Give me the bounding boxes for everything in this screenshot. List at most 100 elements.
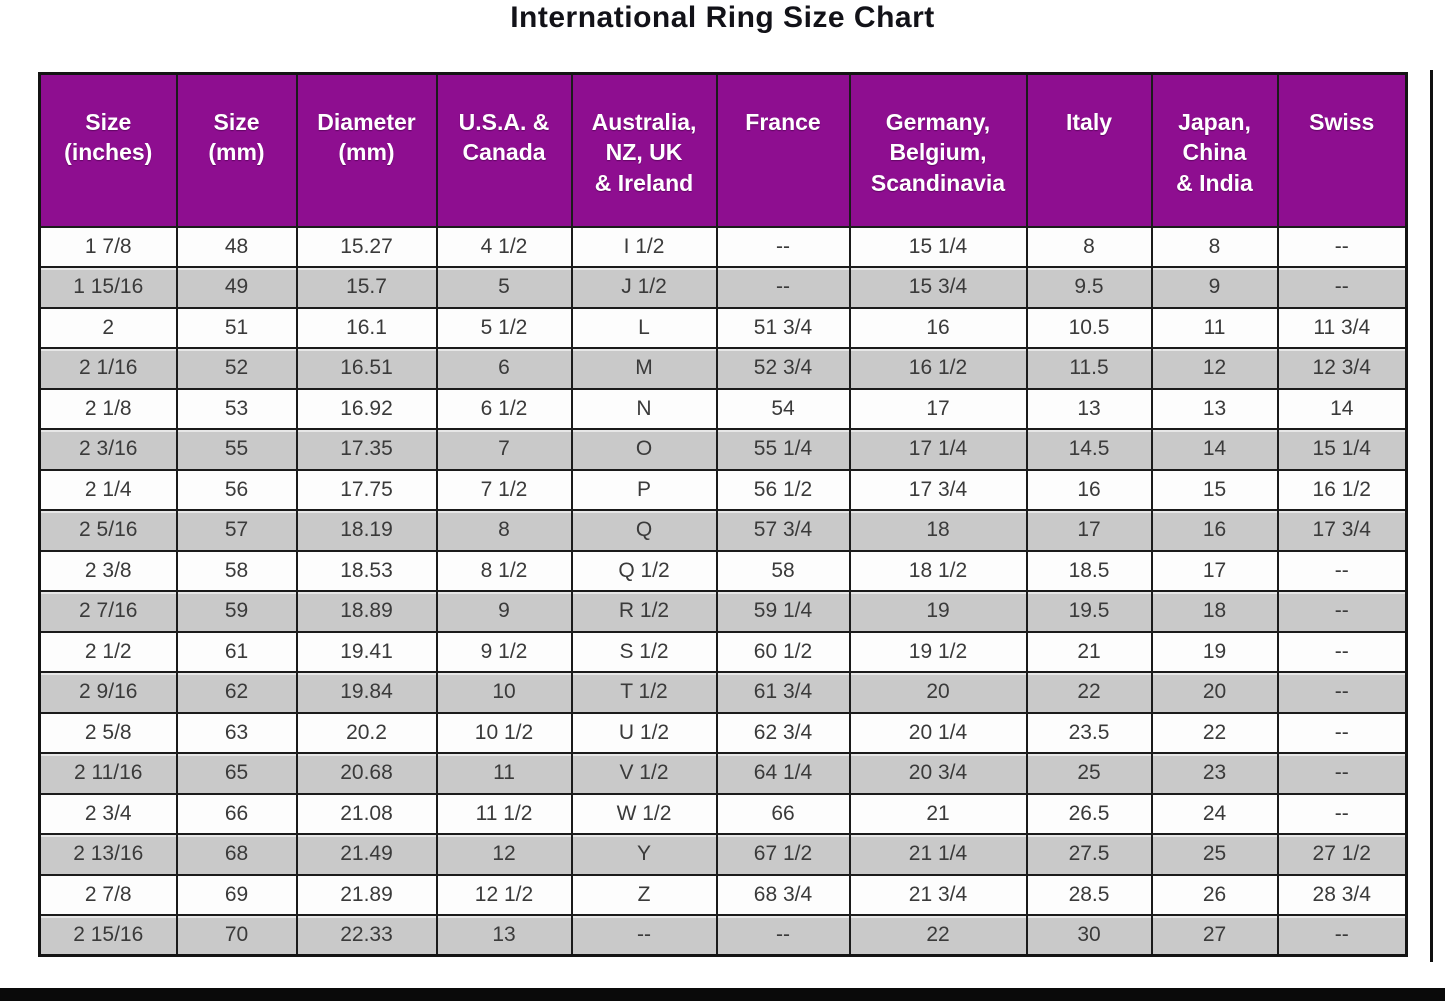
table-cell: 7	[435, 428, 573, 471]
table-cell: 10 1/2	[435, 711, 573, 754]
table-cell: 55 1/4	[715, 428, 851, 471]
table-cell: L	[570, 306, 718, 349]
table-cell: 17 3/4	[848, 468, 1028, 511]
table-cell: 15.27	[295, 225, 438, 268]
table-cell: 66	[715, 792, 851, 835]
table-cell: 23.5	[1025, 711, 1153, 754]
table-cell: 57	[175, 509, 298, 552]
table-cell: 59 1/4	[715, 590, 851, 633]
table-cell: 8 1/2	[435, 549, 573, 592]
table-cell: 17	[848, 387, 1028, 430]
table-cell: 22	[848, 914, 1028, 957]
table-cell: 12 1/2	[435, 873, 573, 916]
table-cell: --	[1276, 590, 1408, 633]
table-cell: 9	[435, 590, 573, 633]
table-cell: --	[715, 266, 851, 309]
column-header: Size (inches)	[38, 72, 178, 228]
table-cell: 24	[1150, 792, 1279, 835]
table-cell: Q	[570, 509, 718, 552]
table-cell: 14	[1150, 428, 1279, 471]
table-cell: T 1/2	[570, 671, 718, 714]
table-cell: 16	[1025, 468, 1153, 511]
table-cell: 66	[175, 792, 298, 835]
table-row: 1 15/16 49 15.7 5 J 1/2 -- 15 3/4 9.5 9 --	[38, 266, 1408, 309]
table-cell: 49	[175, 266, 298, 309]
table-cell: 51	[175, 306, 298, 349]
table-cell: Y	[570, 833, 718, 876]
table-cell: 16	[1150, 509, 1279, 552]
table-cell: 27.5	[1025, 833, 1153, 876]
table-cell: 20.2	[295, 711, 438, 754]
table-cell: --	[1276, 711, 1408, 754]
table-cell: 9	[1150, 266, 1279, 309]
column-header: Size (mm)	[175, 72, 298, 228]
table-cell: 2 5/8	[38, 711, 178, 754]
table-cell: 18.5	[1025, 549, 1153, 592]
table-cell: 15 1/4	[1276, 428, 1408, 471]
table-cell: 59	[175, 590, 298, 633]
table-cell: 12	[1150, 347, 1279, 390]
table-row: 2 3/16 55 17.35 7 O 55 1/4 17 1/4 14.5 14 15 1/4	[38, 428, 1408, 471]
table-cell: 15 1/4	[848, 225, 1028, 268]
table-cell: 18	[848, 509, 1028, 552]
table-cell: 23	[1150, 752, 1279, 795]
table-cell: 18.19	[295, 509, 438, 552]
table-cell: 2 3/4	[38, 792, 178, 835]
table-cell: 11.5	[1025, 347, 1153, 390]
table-cell: --	[1276, 266, 1408, 309]
table-cell: U 1/2	[570, 711, 718, 754]
table-cell: 20	[1150, 671, 1279, 714]
table-cell: 17.35	[295, 428, 438, 471]
table-cell: 60 1/2	[715, 630, 851, 673]
table-header: Size (inches) Size (mm) Diameter (mm) U.S.A…	[38, 72, 1408, 228]
table-row: 2 5/8 63 20.2 10 1/2 U 1/2 62 3/4 20 1/4 23.5 22…	[38, 711, 1408, 754]
table-cell: 8	[1025, 225, 1153, 268]
table-cell: 2 1/2	[38, 630, 178, 673]
table-cell: 2	[38, 306, 178, 349]
table-cell: 25	[1150, 833, 1279, 876]
table-row: 2 1/4 56 17.75 7 1/2 P 56 1/2 17 3/4 16 15 16 1/2	[38, 468, 1408, 511]
table-cell: --	[1276, 752, 1408, 795]
table-cell: 70	[175, 914, 298, 957]
table-cell: 18 1/2	[848, 549, 1028, 592]
table-cell: 22.33	[295, 914, 438, 957]
table-cell: 2 15/16	[38, 914, 178, 957]
table-row: 2 1/8 53 16.92 6 1/2 N 54 17 13 13 14	[38, 387, 1408, 430]
table-cell: 1 7/8	[38, 225, 178, 268]
table-cell: 6 1/2	[435, 387, 573, 430]
table-cell: M	[570, 347, 718, 390]
table-cell: 62	[175, 671, 298, 714]
table-cell: 25	[1025, 752, 1153, 795]
table-cell: 12	[435, 833, 573, 876]
table-cell: 28 3/4	[1276, 873, 1408, 916]
table-cell: 21.08	[295, 792, 438, 835]
table-cell: 16.51	[295, 347, 438, 390]
table-cell: 11	[435, 752, 573, 795]
bottom-bar	[0, 988, 1445, 1001]
table-cell: 22	[1025, 671, 1153, 714]
table-cell: 16	[848, 306, 1028, 349]
table-cell: 61	[175, 630, 298, 673]
table-cell: --	[1276, 671, 1408, 714]
table-cell: 2 13/16	[38, 833, 178, 876]
table-cell: 17 3/4	[1276, 509, 1408, 552]
table-cell: 10.5	[1025, 306, 1153, 349]
table-cell: 17	[1025, 509, 1153, 552]
table-cell: --	[1276, 225, 1408, 268]
table-cell: 5	[435, 266, 573, 309]
column-header: Australia, NZ, UK & Ireland	[570, 72, 718, 228]
table-cell: 10	[435, 671, 573, 714]
table-cell: 2 7/16	[38, 590, 178, 633]
table-cell: 56	[175, 468, 298, 511]
table-cell: 51 3/4	[715, 306, 851, 349]
table-row: 2 9/16 62 19.84 10 T 1/2 61 3/4 20 22 20 --	[38, 671, 1408, 714]
table-cell: 61 3/4	[715, 671, 851, 714]
ring-size-table: Size (inches) Size (mm) Diameter (mm) U.S.A…	[38, 72, 1408, 957]
table-cell: 16.92	[295, 387, 438, 430]
table-cell: 26.5	[1025, 792, 1153, 835]
page-title: International Ring Size Chart	[510, 1, 935, 34]
table-cell: 21 3/4	[848, 873, 1028, 916]
column-header: France	[715, 72, 851, 228]
table-cell: 68	[175, 833, 298, 876]
table-cell: 53	[175, 387, 298, 430]
